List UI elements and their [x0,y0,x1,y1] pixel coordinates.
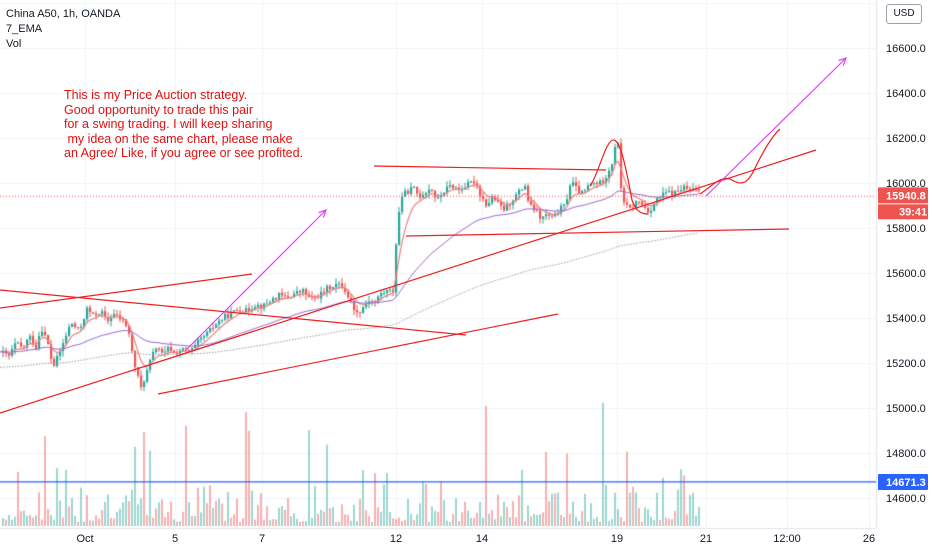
y-tick-label: 16600.0 [886,43,926,55]
trendline [373,165,607,171]
x-tick-label: 21 [700,533,712,545]
currency-button[interactable]: USD [886,4,922,24]
target-arrow-head [318,209,327,218]
trendline [405,228,790,237]
target-arrow [185,209,327,351]
x-tick-label: Oct [76,533,93,545]
trendline [0,289,467,336]
x-tick-label: 7 [259,533,265,545]
x-tick-label: 19 [611,533,623,545]
target-arrow-head [838,57,847,66]
level-price-tag [878,473,928,490]
y-tick-label: 14800.0 [886,448,926,460]
y-tick-label: 15000.0 [886,403,926,415]
symbol-title[interactable]: China A50, 1h, OANDA [6,8,121,20]
annotation-line: for a swing trading. I will keep sharing [64,117,273,132]
trendline [157,313,559,395]
annotation-line: Good opportunity to trade this pair [64,102,254,117]
volume-indicator-label[interactable]: Vol [6,38,22,50]
annotation-line: an Agree/ Like, if you agree or see prof… [64,146,304,161]
ema-indicator-label[interactable]: 7_EMA [6,23,43,35]
y-tick-label: 15400.0 [886,313,926,325]
x-tick-label: 12:00 [773,533,801,545]
y-tick-label: 15800.0 [886,223,926,235]
y-tick-label: 16000.0 [886,178,926,190]
last-price-tag [878,187,928,204]
y-tick-label: 14600.0 [886,493,926,505]
spike-highlight [589,139,649,215]
trendline [0,149,817,414]
last-price-text: 15940.8 [886,190,926,202]
x-tick-label: 5 [172,533,178,545]
level-price-text: 14671.3 [886,477,926,489]
x-tick-label: 26 [863,533,875,545]
y-tick-label: 16400.0 [886,88,926,100]
y-tick-label: 16200.0 [886,133,926,145]
strategy-annotation: This is my Price Auction strategy. Good … [64,88,303,161]
target-arrow [705,57,847,197]
countdown-tag [878,204,928,220]
x-tick-label: 12 [390,533,402,545]
y-tick-label: 15600.0 [886,268,926,280]
countdown-text: 39:41 [899,206,927,218]
annotation-line: This is my Price Auction strategy. [64,88,248,102]
projection-path [699,128,781,195]
trendline [0,273,253,309]
annotation-line: my idea on the same chart, please make [64,131,293,146]
x-tick-label: 14 [476,533,488,545]
y-tick-label: 15200.0 [886,358,926,370]
